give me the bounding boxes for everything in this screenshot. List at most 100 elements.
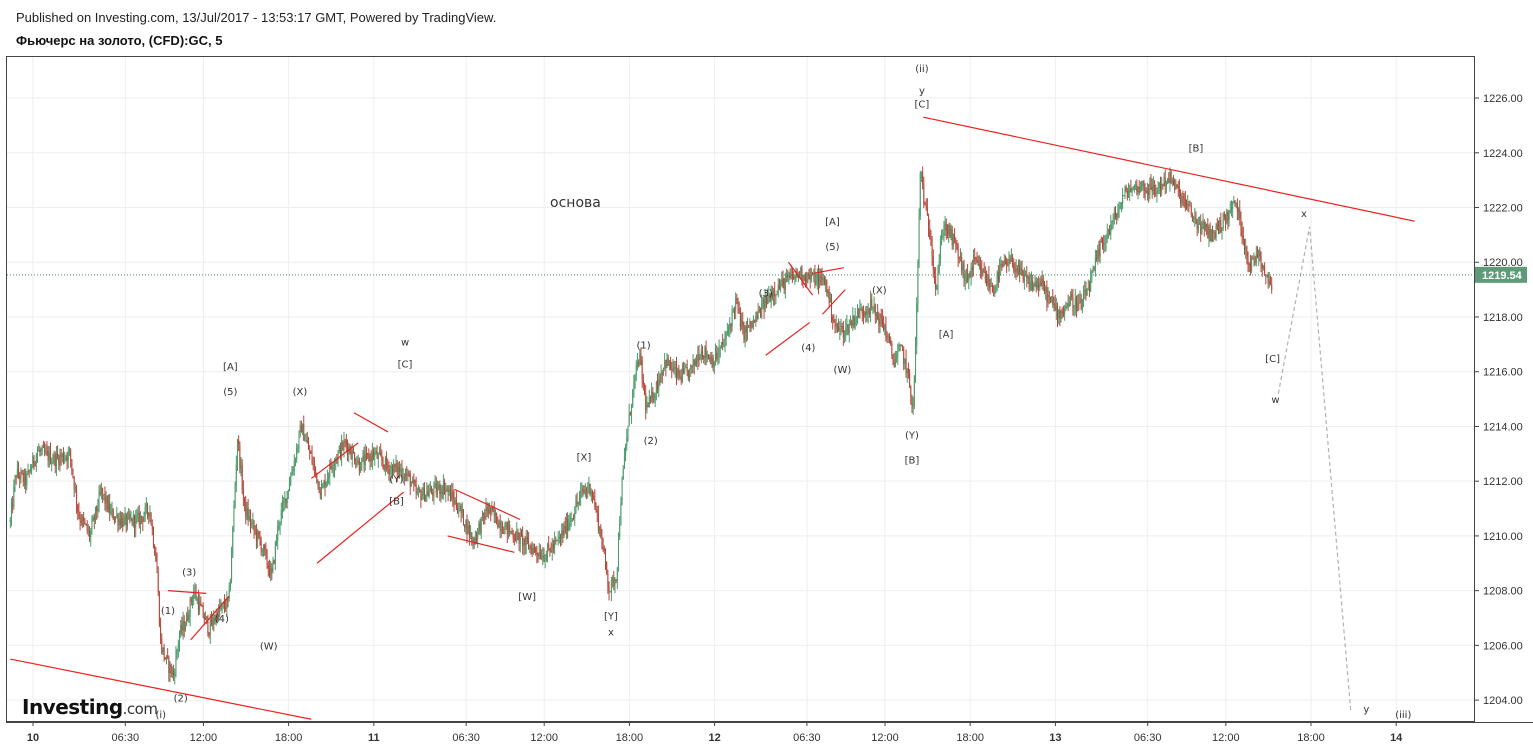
candle-body [40,450,42,452]
candle-body [817,274,819,287]
candle-body [722,342,724,345]
candle-body [826,280,828,293]
candle-body [828,289,830,303]
candle-body [529,546,531,549]
candle-body [356,463,358,465]
candle-body [1117,212,1119,218]
candle-body [22,473,24,482]
grid [7,57,1474,722]
candle-body [943,228,945,235]
candle-body [416,491,418,494]
wave-label: (iii) [1395,710,1411,721]
candle-body [917,262,919,304]
candle-body [490,507,492,514]
candle-body [156,561,158,573]
candle-body [1022,271,1024,281]
candle-body [1111,222,1113,225]
candle-body [334,463,336,469]
candle-body [1014,269,1016,272]
candle-body [73,477,75,490]
candle-body [255,530,257,541]
candle-body [1261,264,1263,268]
candle-body [1081,299,1083,310]
candle-body [342,442,344,450]
candle-body [186,614,188,626]
annotation-text: основа [550,195,601,211]
candle-body [226,597,228,610]
candle-body [1262,265,1264,268]
candle-body [631,406,633,415]
candle-body [1249,264,1251,272]
candle-body [1174,180,1176,190]
candle-body [645,392,647,411]
candle-body [1030,280,1032,283]
candle-body [427,491,429,496]
candle-body [1109,229,1111,235]
candle-body [328,476,330,479]
candle-body [878,318,880,326]
wave-label: w [401,338,409,349]
candle-body [130,518,132,520]
candle-body [227,597,229,599]
candle-body [1071,294,1073,298]
candle-body [994,286,996,294]
candle-body [105,496,107,504]
candle-body [814,272,816,286]
candle-body [467,525,469,535]
candle-body [476,536,478,540]
candle-body [1003,259,1005,267]
candle-body [910,386,912,396]
candle-body [182,620,184,631]
candle-body [354,453,356,463]
candle-body [396,462,398,474]
candle-body [272,560,274,572]
candle-body [577,502,579,504]
wave-label: (X) [293,387,308,398]
candle-body [252,521,254,523]
candle-body [654,394,656,400]
candle-body [883,324,885,331]
candle-body [444,482,446,493]
candle-body [438,484,440,489]
candle-body [54,454,56,467]
candle-body [725,333,727,340]
candle-body [516,531,518,542]
candle-body [1051,296,1053,299]
candle-body [236,439,238,465]
candle-body [790,273,792,278]
candle-body [831,297,833,318]
candle-body [858,308,860,318]
candle-body [794,274,796,279]
candle-body [1125,187,1127,192]
candle-body [567,518,569,531]
candle-body [431,487,433,493]
candle-body [439,484,441,495]
candle-body [9,519,11,523]
wave-label: [C] [1265,354,1280,365]
candle-body [326,478,328,482]
candle-body [648,397,650,408]
candle-body [571,518,573,520]
candle-body [386,457,388,466]
candle-body [415,485,417,494]
candle-body [1210,229,1212,242]
candle-body [210,619,212,626]
candle-body [893,361,895,367]
candle-body [60,455,62,458]
candle-body [188,617,190,621]
candle-body [1180,193,1182,204]
candle-body [225,607,227,610]
candle-body [273,560,275,564]
candle-body [537,554,539,557]
candle-body [1175,184,1177,190]
candle-body [944,223,946,229]
candle-body [819,276,821,287]
candle-body [808,272,810,275]
candle-body [50,451,52,464]
candle-body [44,447,46,453]
candle-body [723,343,725,345]
candle-body [584,489,586,492]
candle-body [57,453,59,457]
candle-body [399,467,401,472]
